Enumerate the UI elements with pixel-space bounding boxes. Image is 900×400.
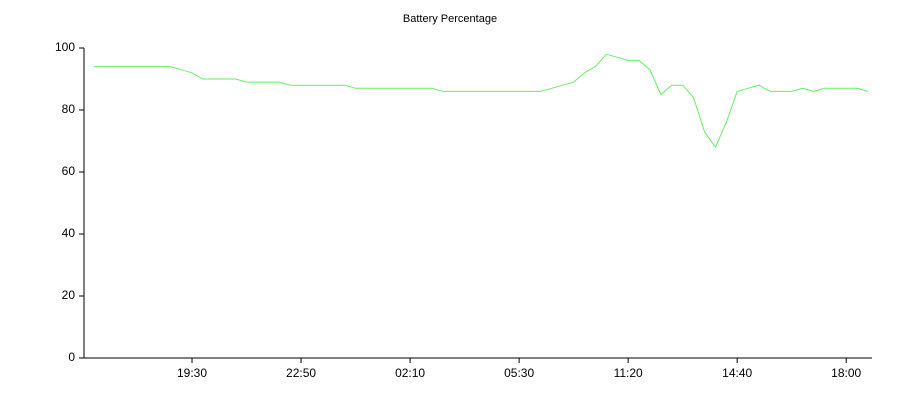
y-tick-label: 100	[55, 40, 75, 54]
x-tick-label: 19:30	[177, 366, 207, 380]
x-tick-label: 05:30	[504, 366, 534, 380]
x-tick-label: 18:00	[831, 366, 861, 380]
y-tick-label: 20	[62, 288, 76, 302]
chart-title: Battery Percentage	[403, 13, 497, 25]
x-tick-label: 11:20	[614, 366, 643, 380]
y-tick-label: 60	[62, 164, 76, 178]
y-tick-label: 40	[62, 226, 76, 240]
y-tick-label: 80	[62, 102, 76, 116]
x-tick-label: 22:50	[286, 366, 316, 380]
x-tick-label: 02:10	[395, 366, 425, 380]
data-line	[93, 53, 869, 149]
x-tick-label: 14:40	[722, 366, 752, 380]
y-tick-label: 0	[68, 350, 75, 364]
